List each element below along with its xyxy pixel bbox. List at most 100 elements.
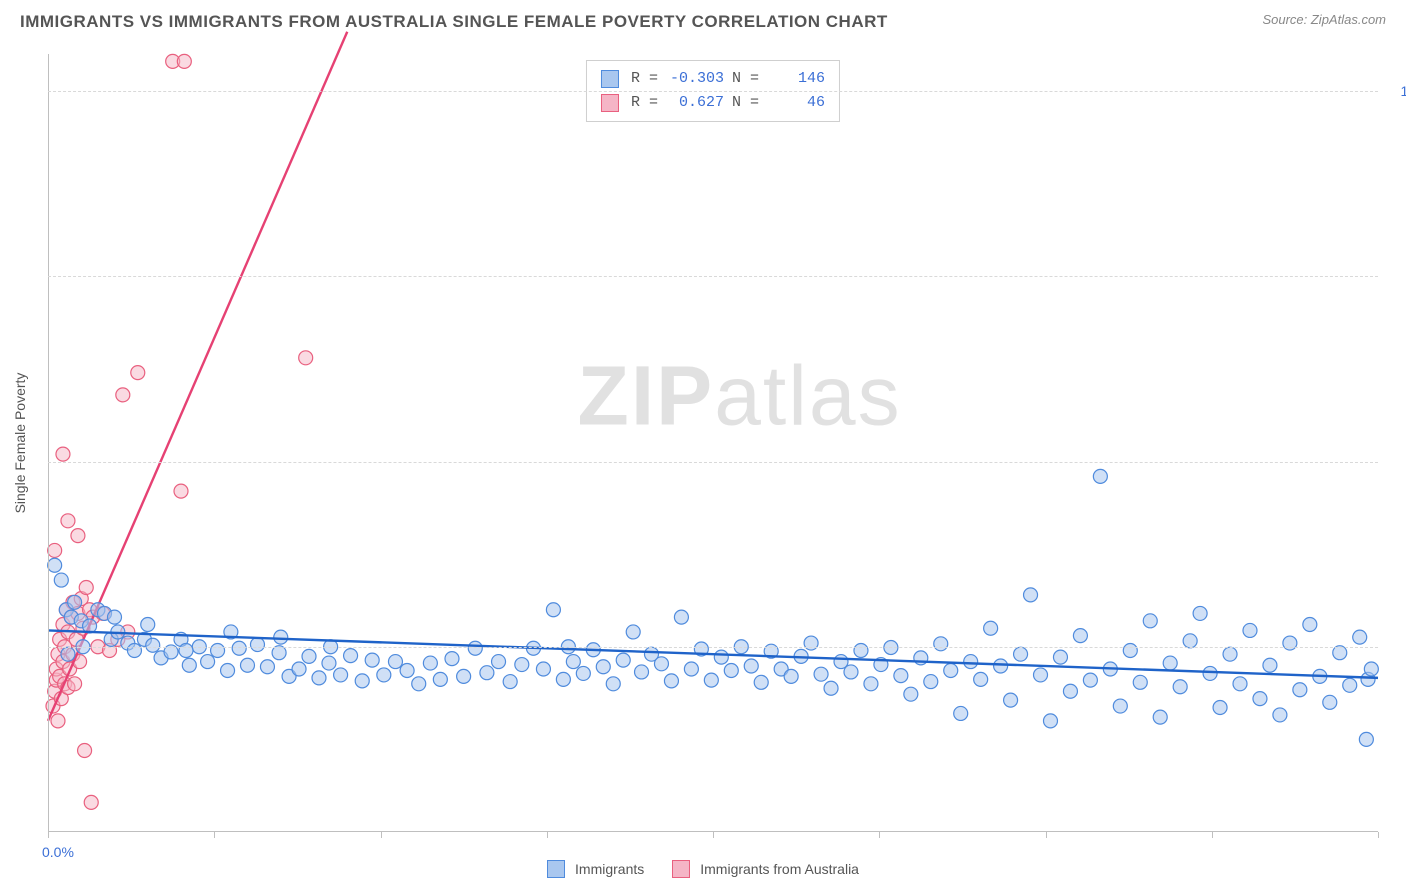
point-immigrants <box>954 706 968 720</box>
point-immigrants <box>61 647 75 661</box>
point-immigrants <box>272 646 286 660</box>
point-immigrants <box>674 610 688 624</box>
point-australia <box>177 54 191 68</box>
point-immigrants <box>1323 695 1337 709</box>
point-australia <box>56 447 70 461</box>
point-immigrants <box>1353 630 1367 644</box>
point-immigrants <box>1123 643 1137 657</box>
point-immigrants <box>654 657 668 671</box>
point-immigrants <box>344 649 358 663</box>
point-immigrants <box>108 610 122 624</box>
point-immigrants <box>664 674 678 688</box>
legend-item-immigrants: Immigrants <box>547 860 644 878</box>
point-australia <box>84 795 98 809</box>
xtick <box>1378 832 1379 838</box>
gridline <box>48 462 1378 463</box>
n-value-australia: 46 <box>767 91 825 115</box>
point-immigrants <box>1014 647 1028 661</box>
point-immigrants <box>1113 699 1127 713</box>
y-axis <box>48 54 49 832</box>
legend-label-australia: Immigrants from Australia <box>700 861 859 877</box>
point-immigrants <box>974 672 988 686</box>
point-immigrants <box>412 677 426 691</box>
point-immigrants <box>355 674 369 688</box>
point-immigrants <box>182 658 196 672</box>
y-axis-label: Single Female Poverty <box>12 373 28 514</box>
legend-label-immigrants: Immigrants <box>575 861 644 877</box>
xtick <box>1212 832 1213 838</box>
point-immigrants <box>292 662 306 676</box>
point-immigrants <box>934 637 948 651</box>
xtick <box>1046 832 1047 838</box>
point-immigrants <box>1343 678 1357 692</box>
point-immigrants <box>536 662 550 676</box>
point-immigrants <box>984 621 998 635</box>
point-immigrants <box>964 655 978 669</box>
point-immigrants <box>894 669 908 683</box>
point-immigrants <box>322 656 336 670</box>
point-immigrants <box>48 558 62 572</box>
point-immigrants <box>1223 647 1237 661</box>
point-immigrants <box>302 649 316 663</box>
point-australia <box>68 677 82 691</box>
point-immigrants <box>492 655 506 669</box>
page-title: IMMIGRANTS VS IMMIGRANTS FROM AUSTRALIA … <box>20 12 888 32</box>
point-immigrants <box>1004 693 1018 707</box>
point-immigrants <box>804 636 818 650</box>
point-immigrants <box>365 653 379 667</box>
point-immigrants <box>457 669 471 683</box>
point-australia <box>174 484 188 498</box>
point-immigrants <box>616 653 630 667</box>
point-immigrants <box>724 663 738 677</box>
point-immigrants <box>241 658 255 672</box>
point-australia <box>51 714 65 728</box>
point-australia <box>61 514 75 528</box>
stats-row-australia: R = 0.627 N = 46 <box>601 91 825 115</box>
point-immigrants <box>1303 618 1317 632</box>
point-immigrants <box>1143 614 1157 628</box>
point-immigrants <box>260 660 274 674</box>
point-immigrants <box>211 643 225 657</box>
point-australia <box>48 543 62 557</box>
n-value-immigrants: 146 <box>767 67 825 91</box>
r-value-australia: 0.627 <box>666 91 724 115</box>
xtick-label-left: 0.0% <box>42 844 74 860</box>
gridline <box>48 91 1378 92</box>
swatch-immigrants <box>601 70 619 88</box>
point-immigrants <box>127 643 141 657</box>
swatch-australia <box>672 860 690 878</box>
point-immigrants <box>576 666 590 680</box>
point-immigrants <box>388 655 402 669</box>
point-immigrants <box>68 595 82 609</box>
point-immigrants <box>1364 662 1378 676</box>
point-immigrants <box>445 652 459 666</box>
xtick <box>879 832 880 838</box>
point-immigrants <box>784 669 798 683</box>
point-australia <box>79 580 93 594</box>
xtick <box>547 832 548 838</box>
trendline-australia <box>48 32 347 721</box>
point-immigrants <box>1243 623 1257 637</box>
point-australia <box>299 351 313 365</box>
point-immigrants <box>606 677 620 691</box>
r-value-immigrants: -0.303 <box>666 67 724 91</box>
ytick-label: 100.0% <box>1401 83 1406 99</box>
point-immigrants <box>1213 701 1227 715</box>
point-immigrants <box>232 641 246 655</box>
point-immigrants <box>1083 673 1097 687</box>
point-immigrants <box>1053 650 1067 664</box>
point-immigrants <box>1283 636 1297 650</box>
point-immigrants <box>1073 629 1087 643</box>
point-immigrants <box>201 655 215 669</box>
point-immigrants <box>824 681 838 695</box>
point-immigrants <box>1273 708 1287 722</box>
swatch-australia <box>601 94 619 112</box>
point-immigrants <box>556 672 570 686</box>
stats-row-immigrants: R = -0.303 N = 146 <box>601 67 825 91</box>
point-australia <box>71 529 85 543</box>
point-immigrants <box>844 665 858 679</box>
point-immigrants <box>515 658 529 672</box>
point-immigrants <box>1034 668 1048 682</box>
point-immigrants <box>1024 588 1038 602</box>
xtick <box>48 832 49 838</box>
